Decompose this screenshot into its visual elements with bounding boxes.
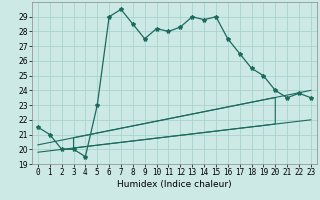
X-axis label: Humidex (Indice chaleur): Humidex (Indice chaleur) bbox=[117, 180, 232, 189]
